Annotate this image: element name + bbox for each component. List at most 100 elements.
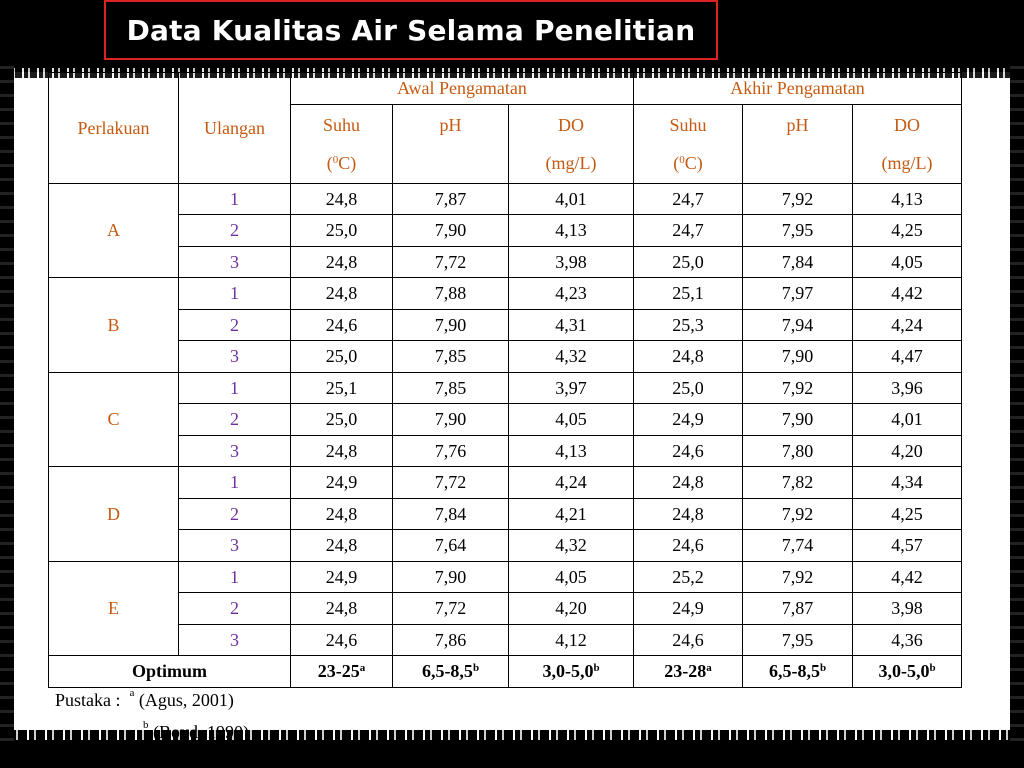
table-cell: 4,05 [507,403,635,436]
treatment-label: A [48,182,179,278]
table-cell: 4,57 [852,529,963,562]
table-cell: 4,01 [852,403,963,436]
reference-line-a: Pustaka : a (Agus, 2001) [55,687,234,710]
table-cell: 25,0 [290,214,393,247]
table-cell: 7,95 [742,623,854,656]
table-cell: 24,6 [290,308,393,341]
header-suhu-akhir: Suhu (0C) [633,103,744,184]
table-cell: 4,25 [852,214,963,247]
table-cell: 7,92 [742,182,854,215]
table-cell: 7,88 [392,277,509,310]
table-cell: 3,98 [507,245,635,278]
table-cell: 4,47 [852,340,963,373]
table-cell: 4,23 [507,277,635,310]
table-cell: 7,76 [392,434,509,467]
header-akhir-pengamatan: Akhir Pengamatan [633,72,963,105]
header-do-label: DO [558,114,585,135]
treatment-label: C [48,371,179,467]
table-cell: 4,20 [852,434,963,467]
header-perlakuan: Perlakuan [48,72,179,184]
table-cell: 25,0 [633,245,744,278]
table-cell: 7,74 [742,529,854,562]
table-cell: 4,05 [507,560,635,593]
replicate-number: 1 [178,560,291,593]
table-row: 2 25,0 7,90 4,05 24,9 7,90 4,01 [49,403,963,436]
replicate-number: 1 [178,466,291,499]
table-row: 3 25,0 7,85 4,32 24,8 7,90 4,47 [49,340,963,373]
table-cell: 7,84 [742,245,854,278]
header-suhu-awal: Suhu (0C) [290,103,393,184]
table-row: 2 25,0 7,90 4,13 24,7 7,95 4,25 [49,214,963,247]
replicate-number: 3 [178,434,291,467]
table-cell: 24,8 [290,434,393,467]
header-ph-akhir: pH [742,103,854,184]
treatment-label: E [48,560,179,656]
table-cell: 25,3 [633,308,744,341]
table-cell: 7,90 [742,403,854,436]
table-cell: 3,96 [852,371,963,404]
table-cell: 24,9 [290,560,393,593]
table-cell: 4,36 [852,623,963,656]
table-cell: 4,24 [852,308,963,341]
table-cell: 24,7 [633,214,744,247]
table-cell: 7,90 [392,560,509,593]
header-ph-label: pH [439,114,462,135]
table-cell: 4,34 [852,466,963,499]
replicate-number: 1 [178,182,291,215]
header-do-awal: DO (mg/L) [507,103,635,184]
table-cell: 24,9 [633,403,744,436]
table-cell: 7,90 [392,214,509,247]
table-cell: 7,94 [742,308,854,341]
table-cell: 4,32 [507,340,635,373]
treatment-label: D [48,466,179,562]
table-cell: 4,24 [507,466,635,499]
header-suhu-unit: (0C) [326,152,357,173]
table-cell: 24,8 [290,277,393,310]
table-cell: 25,0 [633,371,744,404]
header-suhu-label: Suhu [322,114,360,135]
table-cell: 4,05 [852,245,963,278]
table-cell: 3,98 [852,592,963,625]
reference-boyd: (Boyd, 1990) [148,722,249,742]
table-cell: 25,0 [290,403,393,436]
table-row: C 1 25,1 7,85 3,97 25,0 7,92 3,96 [48,371,963,467]
table-cell: 24,9 [633,592,744,625]
table-cell: 24,8 [290,182,393,215]
optimum-value: 23-25a [290,655,393,688]
table-cell: 7,85 [392,340,509,373]
table-cell: 7,92 [742,560,854,593]
table-cell: 7,87 [392,182,509,215]
table-cell: 24,8 [290,529,393,562]
optimum-value: 23-28a [633,655,744,688]
table-cell: 7,90 [742,340,854,373]
table-cell: 4,25 [852,497,963,530]
table-cell: 4,32 [507,529,635,562]
table-cell: 4,13 [507,434,635,467]
table-cell: 7,84 [392,497,509,530]
torn-edge-right [1010,60,1024,748]
table-cell: 24,6 [633,529,744,562]
table-row: 2 24,6 7,90 4,31 25,3 7,94 4,24 [49,308,963,341]
table-row: 2 24,8 7,84 4,21 24,8 7,92 4,25 [49,497,963,530]
water-quality-table: Perlakuan Ulangan Awal Pengamatan Akhir … [48,72,963,688]
table-cell: 7,72 [392,592,509,625]
replicate-number: 2 [178,592,291,625]
table-cell: 7,82 [742,466,854,499]
treatment-label: B [48,277,179,373]
table-cell: 4,31 [507,308,635,341]
torn-edge-bottom [0,730,1024,768]
torn-edge-left [0,60,14,748]
header-do-akhir: DO (mg/L) [852,103,963,184]
replicate-number: 2 [178,214,291,247]
table-cell: 7,85 [392,371,509,404]
table-cell: 4,13 [507,214,635,247]
table-cell: 24,6 [633,434,744,467]
table-row: 3 24,8 7,76 4,13 24,6 7,80 4,20 [49,434,963,467]
table-cell: 4,01 [507,182,635,215]
table-cell: 7,95 [742,214,854,247]
replicate-number: 3 [178,340,291,373]
table-row: 3 24,6 7,86 4,12 24,6 7,95 4,36 [49,623,963,656]
table-row: 3 24,8 7,72 3,98 25,0 7,84 4,05 [49,245,963,278]
header-do-unit: (mg/L) [881,152,933,173]
table-cell: 4,21 [507,497,635,530]
